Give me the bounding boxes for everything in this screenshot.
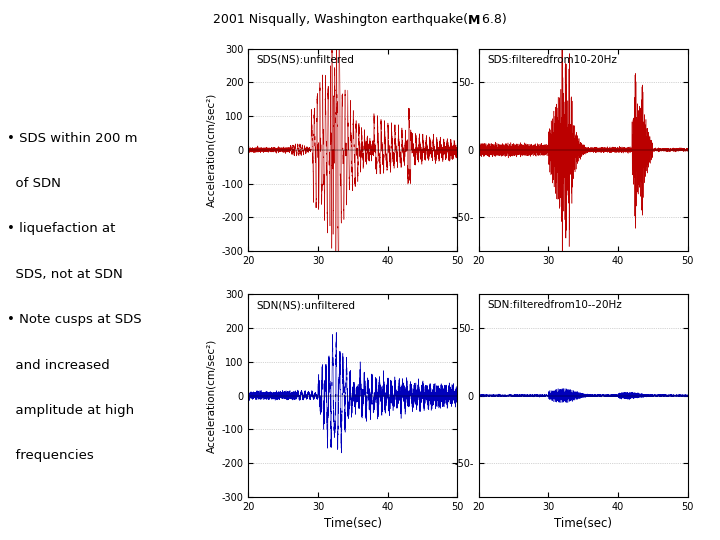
Text: 2001 Nisqually, Washington earthquake(: 2001 Nisqually, Washington earthquake( <box>213 14 468 26</box>
Text: amplitude at high: amplitude at high <box>7 404 135 417</box>
Text: • Note cusps at SDS: • Note cusps at SDS <box>7 313 142 326</box>
Text: SDS, not at SDN: SDS, not at SDN <box>7 268 123 281</box>
Text: SDS:filteredfrom10-20Hz: SDS:filteredfrom10-20Hz <box>487 55 617 65</box>
Text: • SDS within 200 m: • SDS within 200 m <box>7 132 138 145</box>
Text: and increased: and increased <box>7 359 110 372</box>
X-axis label: Time(sec): Time(sec) <box>324 517 382 530</box>
Text: frequencies: frequencies <box>7 449 94 462</box>
Text: SDN:filteredfrom10--20Hz: SDN:filteredfrom10--20Hz <box>487 300 622 310</box>
Text: SDN(NS):unfiltered: SDN(NS):unfiltered <box>257 300 356 310</box>
Y-axis label: Acceleration(cm/sec²): Acceleration(cm/sec²) <box>206 339 216 453</box>
Text: SDS(NS):unfiltered: SDS(NS):unfiltered <box>257 55 355 65</box>
Text: of SDN: of SDN <box>7 177 61 190</box>
Text: M: M <box>468 14 480 26</box>
X-axis label: Time(sec): Time(sec) <box>554 517 612 530</box>
Text: • liquefaction at: • liquefaction at <box>7 222 116 235</box>
Y-axis label: Acceleration(cm/sec²): Acceleration(cm/sec²) <box>206 93 216 207</box>
Text: 6.8): 6.8) <box>478 14 507 26</box>
